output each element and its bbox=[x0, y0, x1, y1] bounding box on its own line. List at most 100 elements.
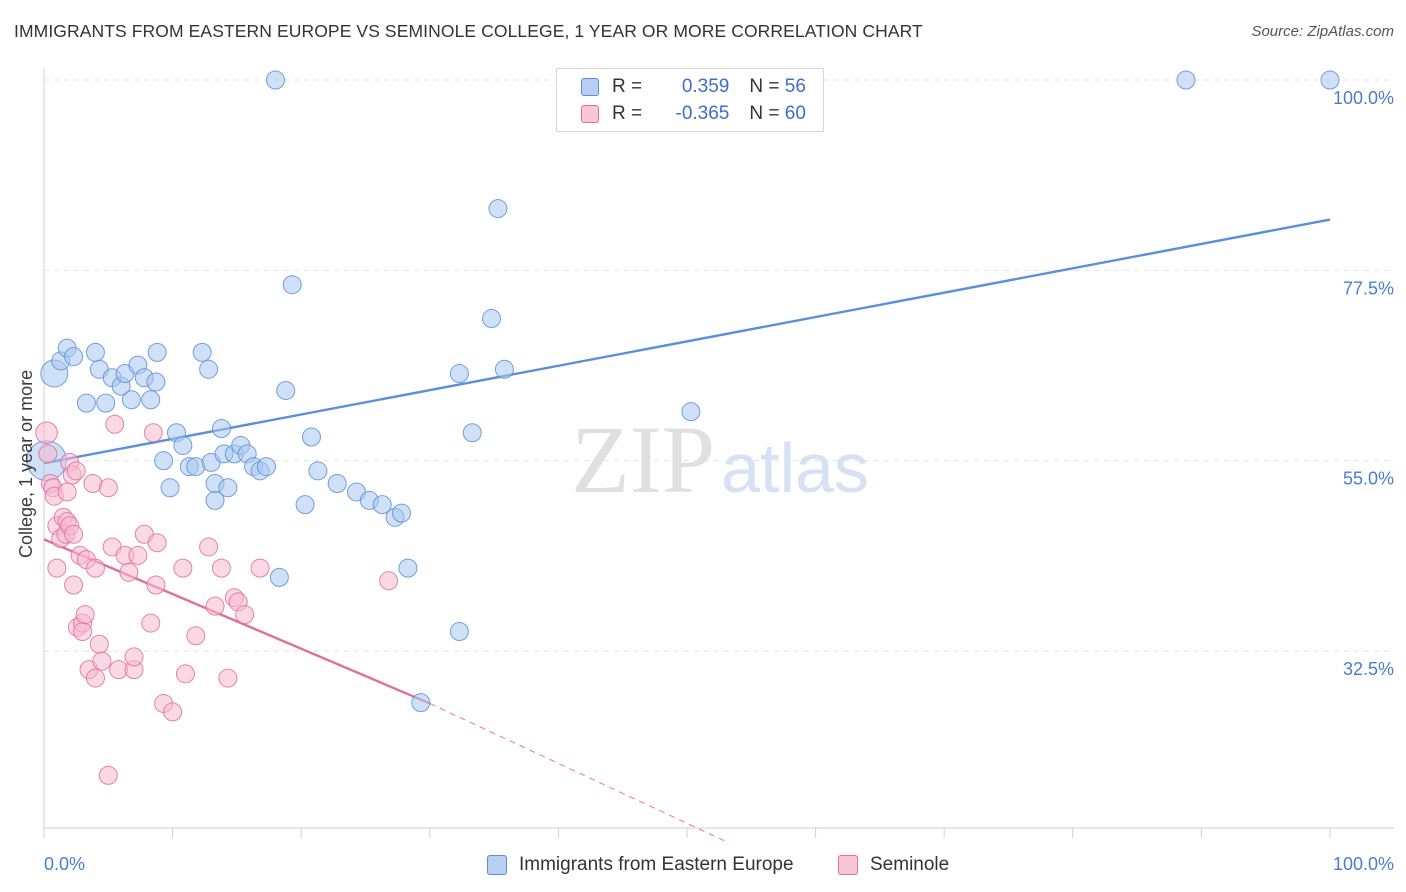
point-seminole bbox=[128, 545, 148, 565]
legend-r-label: R = bbox=[612, 76, 648, 97]
correlation-legend: R = 0.359 N = 56 R = -0.365 N = 60 bbox=[556, 68, 824, 132]
point-eastern-europe bbox=[488, 199, 508, 219]
point-seminole bbox=[47, 558, 67, 578]
point-eastern-europe bbox=[218, 478, 238, 498]
point-seminole bbox=[235, 605, 255, 625]
legend-n-value: 60 bbox=[784, 103, 806, 124]
point-eastern-europe bbox=[173, 435, 193, 455]
point-seminole bbox=[175, 664, 195, 684]
legend-r-label: R = bbox=[612, 103, 648, 124]
trend-extension bbox=[429, 702, 726, 842]
legend-item-seminole[interactable]: Seminole bbox=[838, 852, 949, 878]
legend-label: Immigrants from Eastern Europe bbox=[519, 854, 794, 875]
legend-swatch-pink bbox=[838, 855, 858, 875]
point-eastern-europe bbox=[681, 402, 701, 422]
point-eastern-europe bbox=[411, 693, 431, 713]
point-seminole bbox=[379, 571, 399, 591]
legend-item-eastern-europe[interactable]: Immigrants from Eastern Europe bbox=[487, 852, 794, 878]
y-tick-labels: 32.5% 55.0% 77.5% 100.0% bbox=[1333, 88, 1394, 679]
point-eastern-europe bbox=[154, 451, 174, 471]
point-eastern-europe bbox=[398, 558, 418, 578]
legend-n-label: N = bbox=[749, 76, 785, 97]
point-seminole bbox=[85, 668, 105, 688]
point-seminole bbox=[38, 444, 58, 464]
legend-r-value: 0.359 bbox=[681, 76, 730, 97]
point-seminole bbox=[64, 575, 84, 595]
point-eastern-europe bbox=[256, 457, 276, 477]
point-seminole bbox=[89, 634, 109, 654]
y-tick-label: 32.5% bbox=[1343, 659, 1394, 679]
legend-label: Seminole bbox=[870, 854, 950, 875]
point-eastern-europe bbox=[121, 390, 141, 410]
trend-lines bbox=[43, 218, 1331, 842]
point-seminole bbox=[35, 421, 58, 445]
point-eastern-europe bbox=[160, 478, 180, 498]
point-eastern-europe bbox=[392, 503, 412, 523]
legend-swatch-pink bbox=[581, 105, 599, 123]
point-eastern-europe bbox=[85, 342, 105, 362]
point-eastern-europe bbox=[199, 359, 219, 379]
watermark: ZIPatlas bbox=[571, 406, 869, 513]
legend-r-value: -0.365 bbox=[675, 103, 730, 124]
point-eastern-europe bbox=[308, 461, 328, 481]
legend-swatch-blue bbox=[581, 78, 599, 96]
point-eastern-europe bbox=[327, 474, 347, 494]
point-seminole bbox=[92, 651, 112, 671]
point-seminole bbox=[64, 524, 84, 544]
point-seminole bbox=[75, 605, 95, 625]
trend-line-eastern-europe bbox=[43, 218, 1331, 465]
point-eastern-europe bbox=[1176, 70, 1196, 90]
legend-n-value: 56 bbox=[784, 76, 806, 97]
point-seminole bbox=[146, 575, 166, 595]
point-eastern-europe bbox=[146, 372, 166, 392]
point-eastern-europe bbox=[482, 309, 502, 329]
point-eastern-europe bbox=[211, 419, 231, 439]
point-seminole bbox=[199, 537, 219, 557]
series-legend: Immigrants from Eastern Europe Seminole bbox=[0, 852, 1406, 878]
point-seminole bbox=[66, 461, 86, 481]
point-seminole bbox=[141, 613, 161, 633]
point-seminole bbox=[119, 562, 139, 582]
point-eastern-europe bbox=[76, 393, 96, 413]
y-tick-label: 100.0% bbox=[1333, 88, 1394, 108]
x-tick-label: 0.0% bbox=[44, 854, 85, 874]
data-points bbox=[26, 70, 1340, 785]
point-eastern-europe bbox=[265, 70, 285, 90]
point-seminole bbox=[186, 626, 206, 646]
legend-n-label: N = bbox=[749, 103, 785, 124]
point-seminole bbox=[57, 482, 77, 502]
trend-line-seminole bbox=[43, 538, 431, 705]
watermark-zip: ZIP bbox=[571, 406, 715, 513]
point-eastern-europe bbox=[96, 393, 116, 413]
point-eastern-europe bbox=[449, 364, 469, 384]
legend-row-pink: R = -0.365 N = 60 bbox=[581, 101, 806, 127]
point-eastern-europe bbox=[449, 622, 469, 642]
point-eastern-europe bbox=[192, 342, 212, 362]
gridlines bbox=[44, 79, 1394, 652]
point-seminole bbox=[173, 558, 193, 578]
point-eastern-europe bbox=[295, 495, 315, 515]
legend-swatch-blue bbox=[487, 855, 507, 875]
point-seminole bbox=[98, 765, 118, 785]
point-seminole bbox=[73, 622, 93, 642]
point-seminole bbox=[147, 533, 167, 553]
point-seminole bbox=[98, 478, 118, 498]
point-seminole bbox=[211, 558, 231, 578]
point-eastern-europe bbox=[147, 342, 167, 362]
y-tick-label: 55.0% bbox=[1343, 469, 1394, 489]
point-seminole bbox=[163, 702, 183, 722]
y-tick-label: 77.5% bbox=[1343, 278, 1394, 298]
chart-title: IMMIGRANTS FROM EASTERN EUROPE VS SEMINO… bbox=[14, 21, 923, 41]
point-seminole bbox=[218, 668, 238, 688]
point-seminole bbox=[85, 558, 105, 578]
point-eastern-europe bbox=[276, 380, 296, 400]
watermark-atlas: atlas bbox=[721, 429, 869, 507]
x-tick-labels: 0.0% 100.0% bbox=[44, 854, 1394, 874]
point-seminole bbox=[205, 596, 225, 616]
point-eastern-europe bbox=[1320, 70, 1340, 90]
legend-row-blue: R = 0.359 N = 56 bbox=[581, 74, 806, 100]
y-axis-label: College, 1 year or more bbox=[16, 369, 36, 558]
point-eastern-europe bbox=[269, 567, 289, 587]
point-eastern-europe bbox=[372, 495, 392, 515]
